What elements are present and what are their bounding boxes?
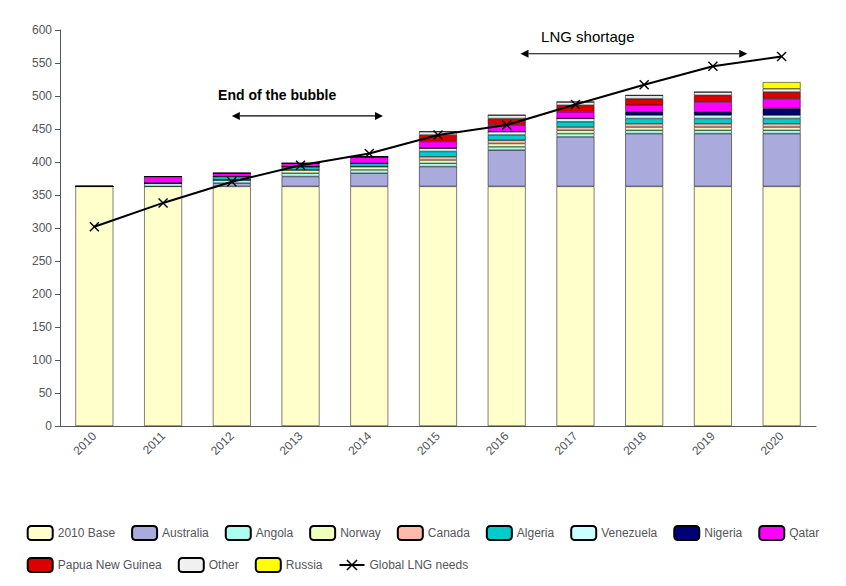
svg-text:500: 500 xyxy=(32,89,52,103)
svg-text:300: 300 xyxy=(32,221,52,235)
svg-text:150: 150 xyxy=(32,320,52,334)
svg-text:Papua New Guinea: Papua New Guinea xyxy=(58,558,162,572)
svg-text:2020: 2020 xyxy=(758,429,787,458)
svg-text:2010: 2010 xyxy=(71,429,100,458)
svg-text:Norway: Norway xyxy=(340,526,381,540)
svg-text:50: 50 xyxy=(39,386,53,400)
svg-text:2010 Base: 2010 Base xyxy=(58,526,116,540)
svg-text:2019: 2019 xyxy=(689,429,718,458)
svg-text:2013: 2013 xyxy=(277,429,306,458)
svg-text:100: 100 xyxy=(32,353,52,367)
svg-text:450: 450 xyxy=(32,122,52,136)
svg-text:Venezuela: Venezuela xyxy=(601,526,657,540)
svg-text:2015: 2015 xyxy=(414,429,443,458)
svg-text:LNG shortage: LNG shortage xyxy=(541,28,634,45)
svg-text:Russia: Russia xyxy=(286,558,323,572)
svg-text:Canada: Canada xyxy=(428,526,470,540)
svg-text:250: 250 xyxy=(32,254,52,268)
svg-text:2017: 2017 xyxy=(552,429,581,458)
svg-text:2011: 2011 xyxy=(140,429,168,457)
svg-text:350: 350 xyxy=(32,188,52,202)
svg-text:600: 600 xyxy=(32,23,52,37)
svg-text:400: 400 xyxy=(32,155,52,169)
svg-text:Angola: Angola xyxy=(256,526,294,540)
svg-text:Australia: Australia xyxy=(162,526,209,540)
svg-text:200: 200 xyxy=(32,287,52,301)
svg-text:End of the bubble: End of the bubble xyxy=(218,87,336,103)
svg-text:2016: 2016 xyxy=(483,429,512,458)
svg-text:Qatar: Qatar xyxy=(789,526,819,540)
svg-text:Nigeria: Nigeria xyxy=(704,526,742,540)
svg-text:0: 0 xyxy=(45,419,52,433)
svg-text:2018: 2018 xyxy=(620,429,649,458)
svg-text:Global LNG needs: Global LNG needs xyxy=(369,558,468,572)
svg-text:Algeria: Algeria xyxy=(517,526,555,540)
svg-text:2012: 2012 xyxy=(208,429,237,458)
svg-text:2014: 2014 xyxy=(345,429,374,458)
svg-text:Other: Other xyxy=(209,558,239,572)
svg-text:550: 550 xyxy=(32,56,52,70)
